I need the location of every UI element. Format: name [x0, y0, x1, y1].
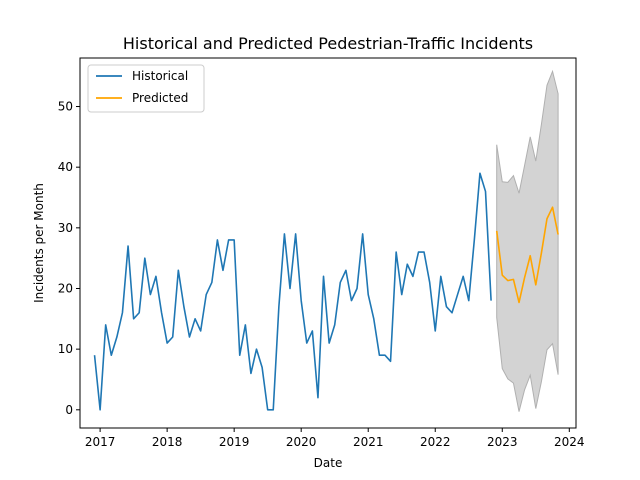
y-tick-label-0: 0 [65, 403, 73, 417]
y-tick-label-40: 40 [58, 160, 73, 174]
series-line-predicted [495, 206, 559, 304]
x-tick-label-2021: 2021 [353, 435, 384, 449]
x-tick-label-2018: 2018 [152, 435, 183, 449]
x-axis-label: Date [314, 456, 343, 470]
legend-label-predicted: Predicted [132, 91, 188, 105]
y-tick-label-20: 20 [58, 281, 73, 295]
confidence-band [496, 69, 559, 412]
legend: Historical Predicted [87, 64, 205, 113]
x-tick-label-2023: 2023 [487, 435, 518, 449]
x-tick-label-2024: 2024 [554, 435, 585, 449]
series-line-historical [93, 172, 492, 411]
x-tick-label-2022: 2022 [420, 435, 451, 449]
plot-area [93, 69, 559, 412]
y-axis-label: Incidents per Month [32, 183, 46, 303]
y-tick-label-50: 50 [58, 100, 73, 114]
legend-label-historical: Historical [132, 69, 188, 83]
x-axis: 2017 2018 2019 2020 2021 2022 2023 2024 [85, 428, 585, 449]
x-tick-label-2020: 2020 [286, 435, 317, 449]
plot-frame [79, 57, 577, 429]
y-axis: 0 10 20 30 40 50 [58, 100, 80, 417]
y-tick-label-30: 30 [58, 221, 73, 235]
y-tick-label-10: 10 [58, 342, 73, 356]
x-tick-label-2019: 2019 [219, 435, 250, 449]
x-tick-label-2017: 2017 [85, 435, 116, 449]
chart-title: Historical and Predicted Pedestrian-Traf… [123, 34, 533, 53]
